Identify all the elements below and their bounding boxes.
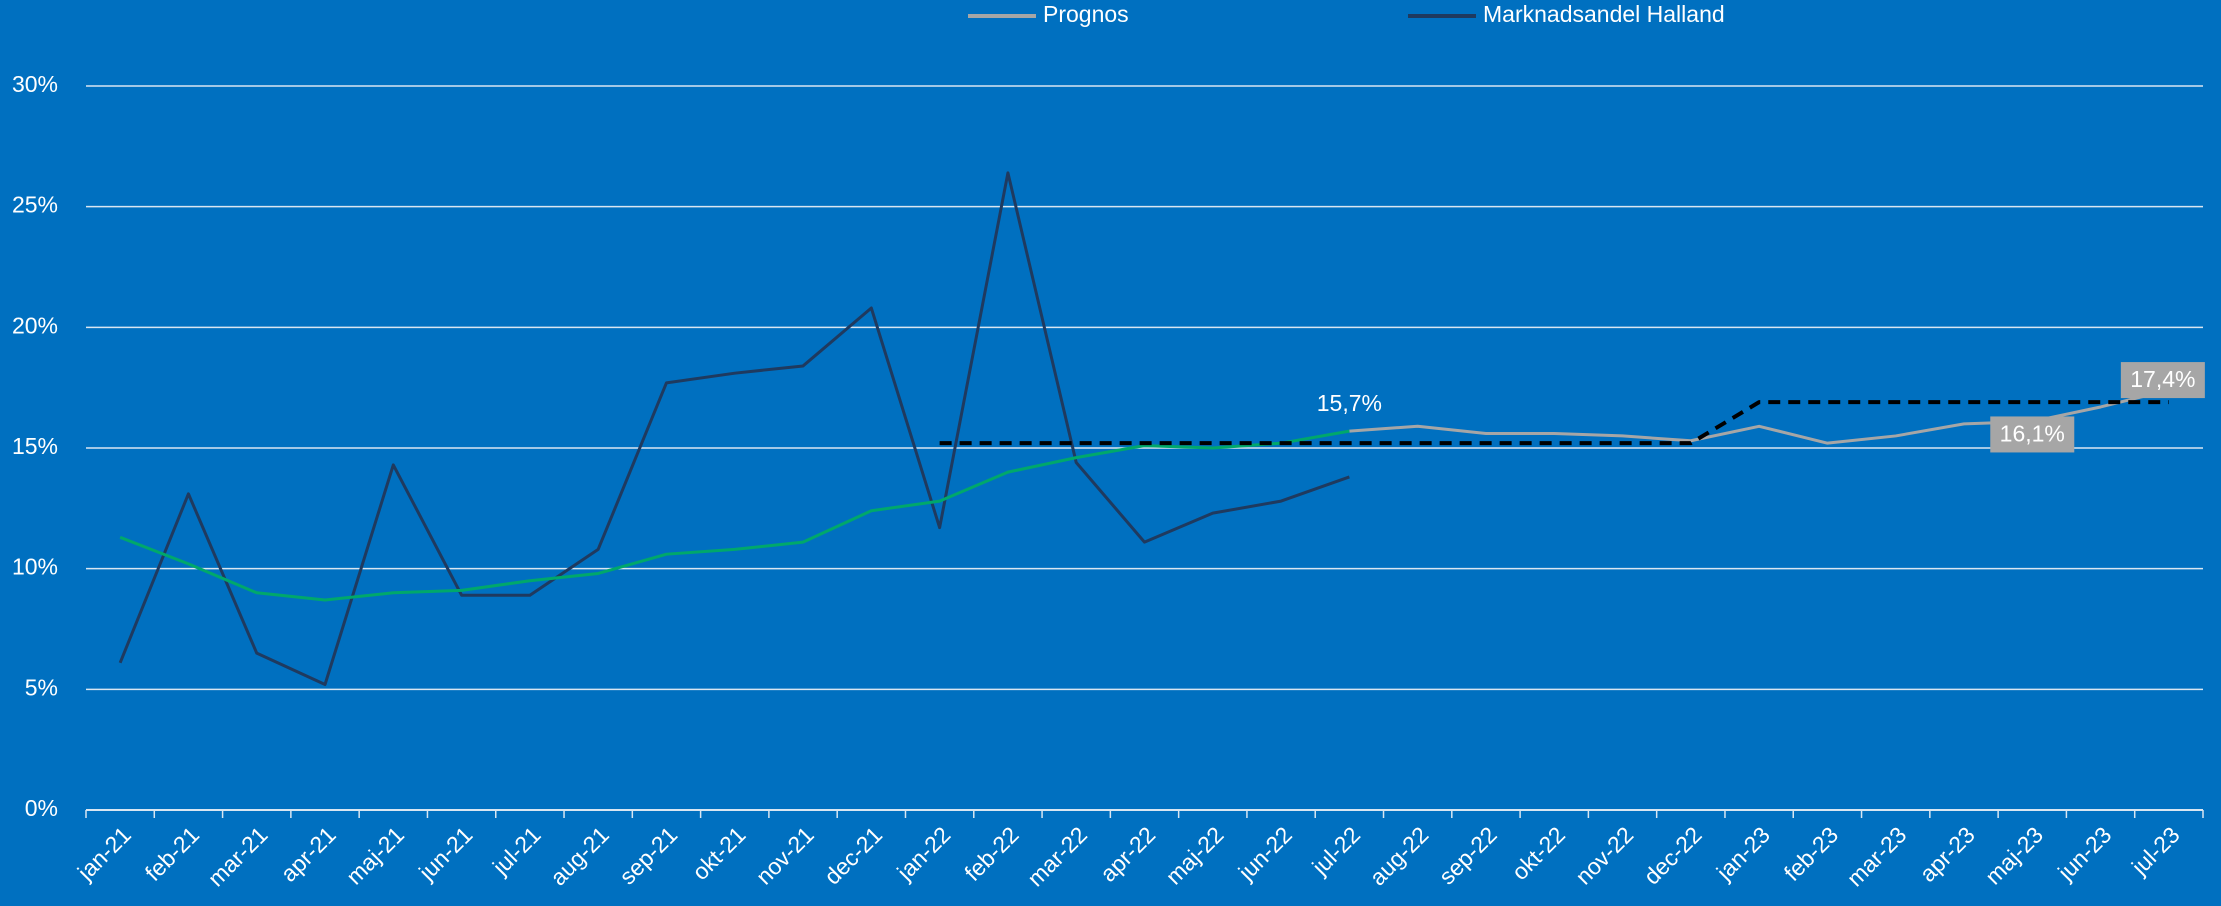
y-tick-label: 30% <box>12 71 58 97</box>
x-tick-label: jan-23 <box>1711 821 1775 885</box>
value-label: 15,7% <box>1317 390 1382 416</box>
x-tick-label: sep-21 <box>614 821 682 889</box>
x-tick-label: apr-23 <box>1914 821 1979 886</box>
y-tick-label: 25% <box>12 192 58 218</box>
x-tick-label: dec-21 <box>819 821 887 889</box>
x-tick-label: maj-22 <box>1161 821 1229 889</box>
y-tick-label: 10% <box>12 554 58 580</box>
x-tick-label: jun-22 <box>1233 821 1297 885</box>
x-tick-label: aug-21 <box>545 821 614 890</box>
label-bg <box>2120 362 2205 399</box>
x-tick-label: jul-23 <box>2126 821 2185 880</box>
value-label-box: 16,1% <box>1990 416 2075 453</box>
label-bg <box>1990 416 2075 453</box>
x-tick-label: nov-21 <box>751 821 819 889</box>
x-tick-label: okt-21 <box>687 821 751 885</box>
legend-label: Marknadsandel Halland <box>1483 1 1725 27</box>
x-tick-label: feb-22 <box>959 821 1024 886</box>
x-tick-label: feb-23 <box>1779 821 1844 886</box>
x-tick-label: dec-22 <box>1639 821 1707 889</box>
value-label: 16,1% <box>2000 421 2065 447</box>
y-tick-label: 20% <box>12 312 58 338</box>
value-label: 17,4% <box>2130 366 2195 392</box>
x-tick-label: aug-22 <box>1364 821 1433 890</box>
series-line <box>119 429 1350 602</box>
x-tick-label: apr-22 <box>1095 821 1160 886</box>
x-tick-label: jul-22 <box>1306 821 1365 880</box>
x-tick-label: maj-21 <box>341 821 409 889</box>
x-tick-label: feb-21 <box>140 821 205 886</box>
x-tick-label: jan-21 <box>72 821 136 885</box>
x-tick-label: nov-22 <box>1570 821 1638 889</box>
y-tick-label: 15% <box>12 433 58 459</box>
y-tick-label: 5% <box>25 674 58 700</box>
x-tick-label: mar-21 <box>203 821 273 891</box>
x-tick-label: mar-22 <box>1022 821 1092 891</box>
x-tick-label: apr-21 <box>275 821 340 886</box>
y-tick-label: 0% <box>25 795 58 821</box>
x-tick-label: mar-23 <box>1842 821 1912 891</box>
x-tick-label: jun-21 <box>413 821 477 885</box>
legend-label: Prognos <box>1043 1 1129 27</box>
series-line <box>118 171 1350 687</box>
value-label-box: 17,4% <box>2120 362 2205 399</box>
x-tick-label: maj-23 <box>1980 821 2048 889</box>
x-tick-label: jun-23 <box>2052 821 2116 885</box>
x-tick-label: okt-22 <box>1506 821 1570 885</box>
x-tick-label: jul-21 <box>487 821 546 880</box>
x-tick-label: sep-22 <box>1434 821 1502 889</box>
series-line <box>939 400 2169 446</box>
x-tick-label: jan-22 <box>891 821 955 885</box>
